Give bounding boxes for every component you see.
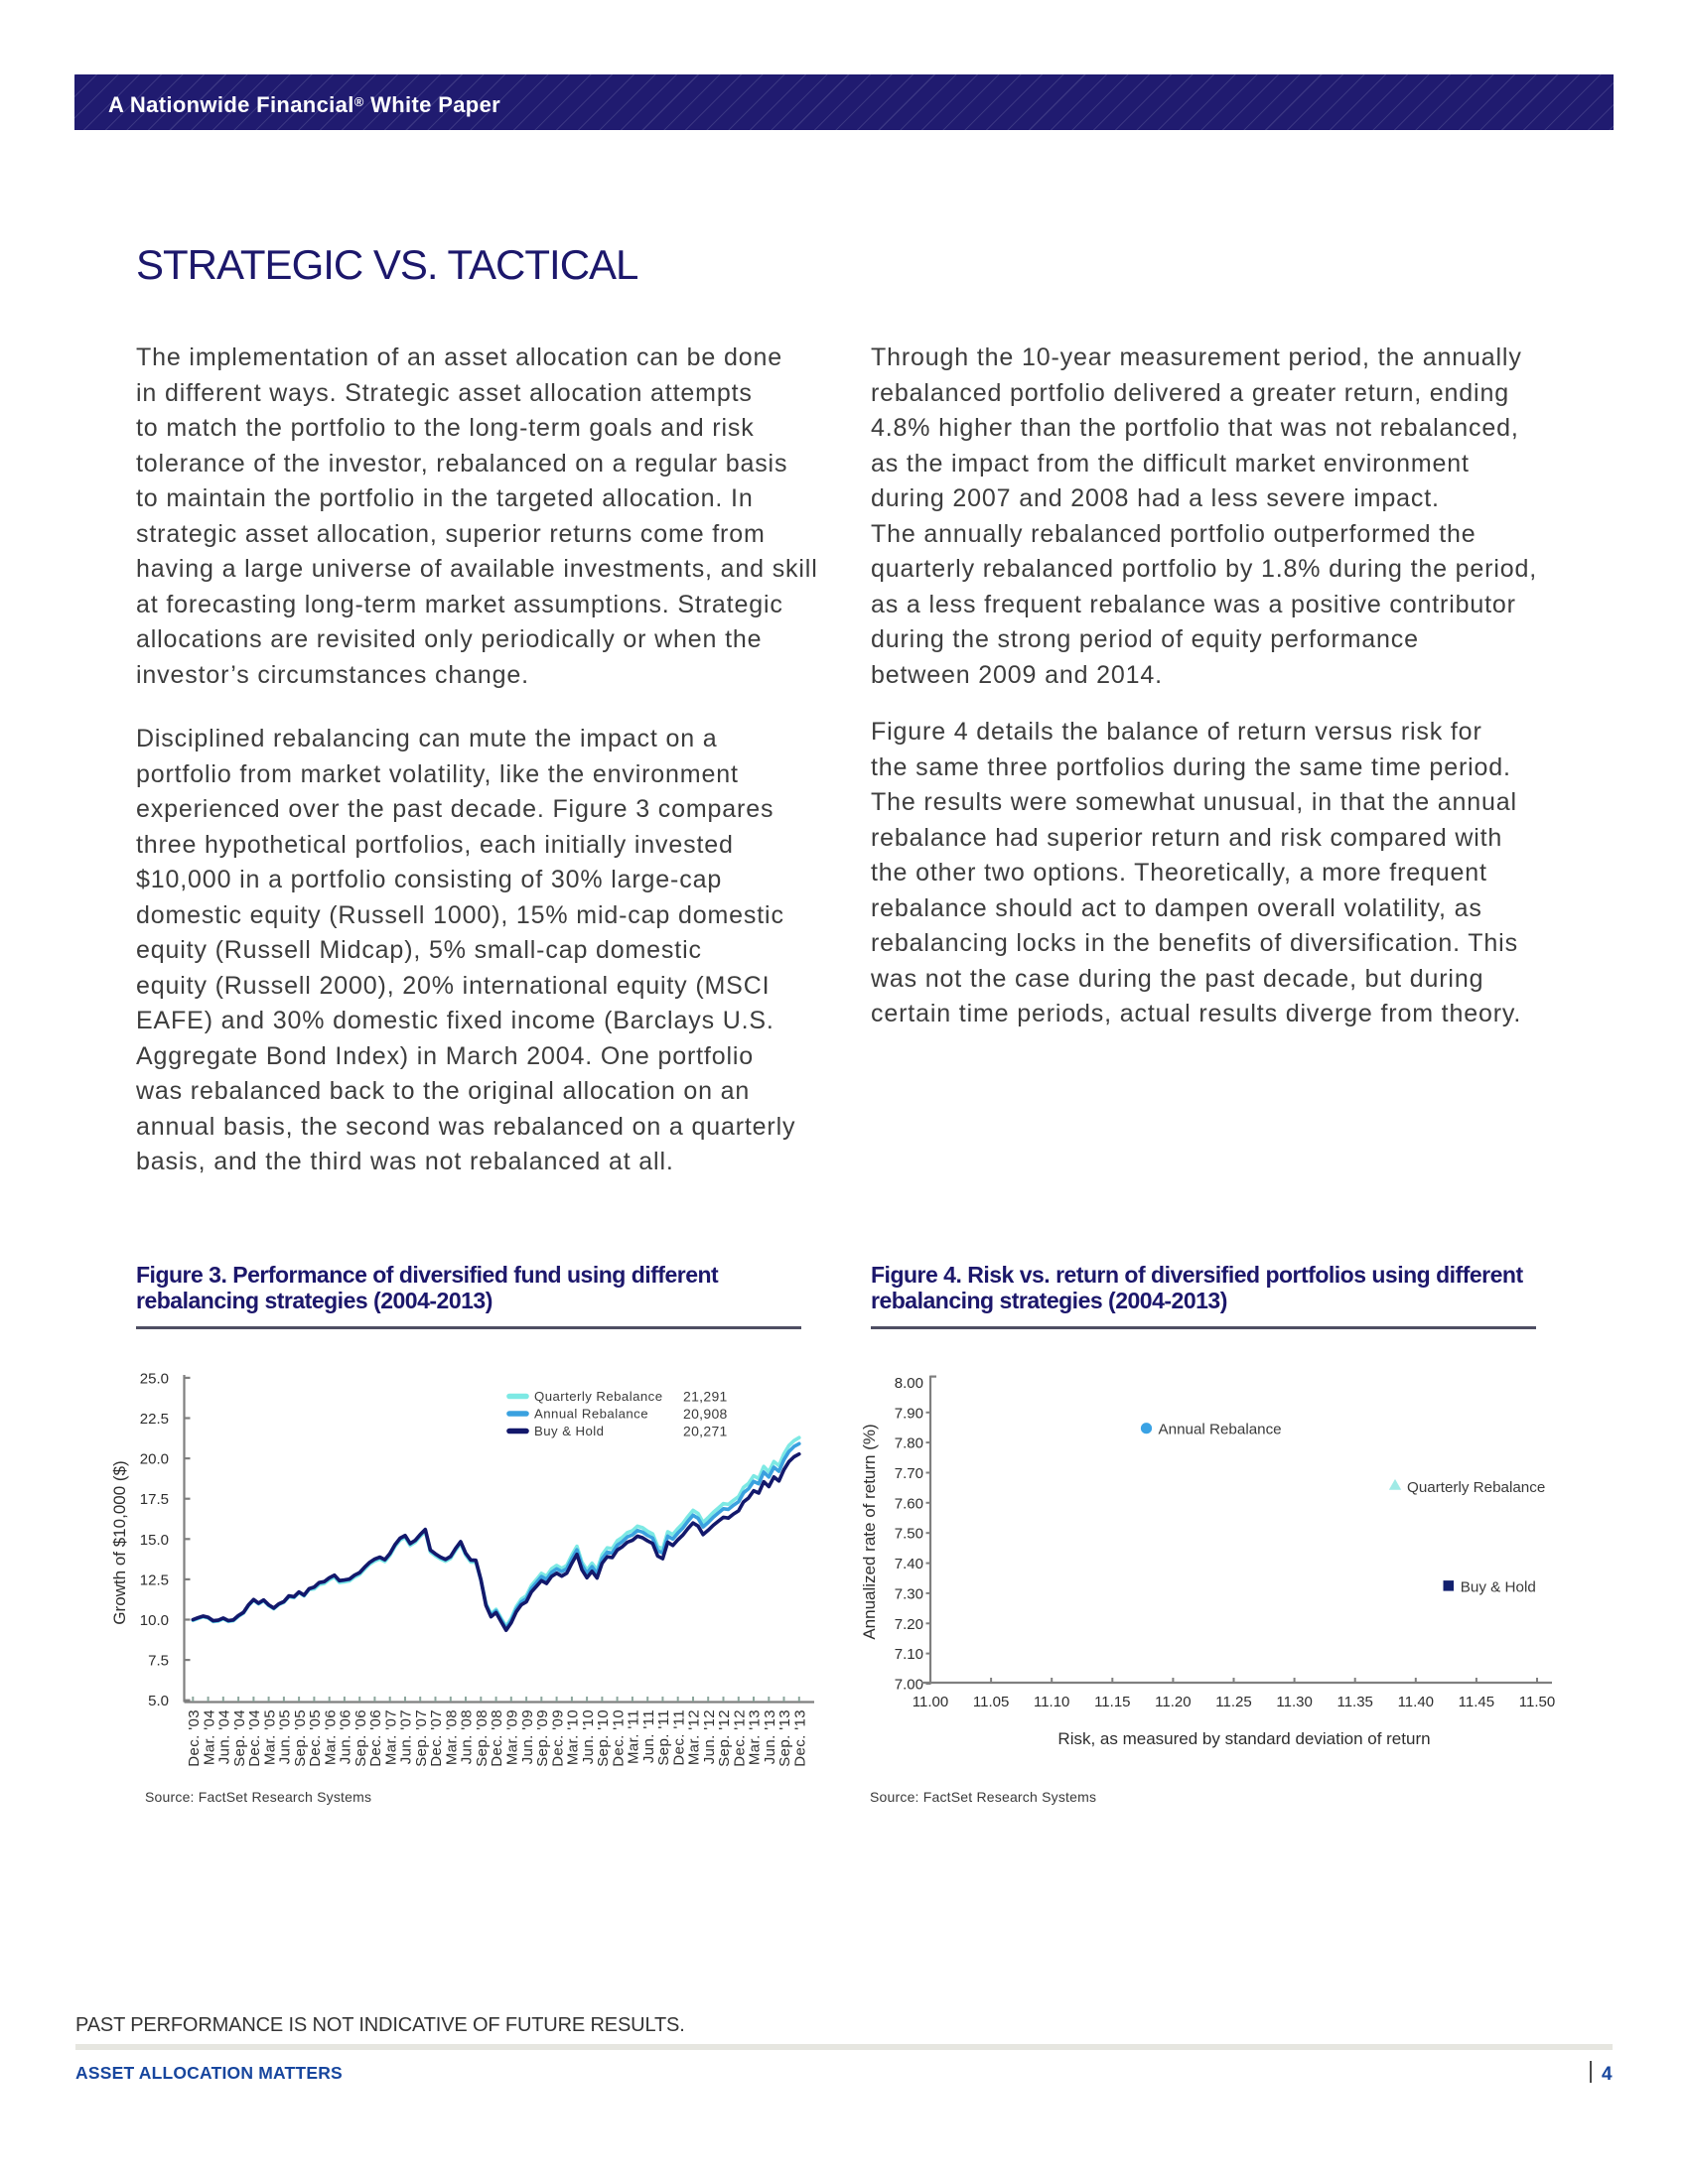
- svg-text:15.0: 15.0: [140, 1532, 169, 1549]
- svg-text:Sep. '05: Sep. '05: [292, 1709, 309, 1767]
- svg-text:22.5: 22.5: [140, 1411, 169, 1428]
- svg-text:Dec. '09: Dec. '09: [549, 1709, 566, 1767]
- svg-text:12.5: 12.5: [140, 1571, 169, 1588]
- svg-text:Buy & Hold: Buy & Hold: [1461, 1578, 1536, 1595]
- svg-text:25.0: 25.0: [140, 1370, 169, 1387]
- svg-text:Mar. '11: Mar. '11: [626, 1709, 642, 1764]
- svg-text:7.10: 7.10: [895, 1646, 923, 1663]
- svg-text:Sep. '08: Sep. '08: [474, 1709, 491, 1767]
- svg-text:Risk, as measured by standard: Risk, as measured by standard deviation …: [1057, 1729, 1430, 1748]
- svg-text:7.80: 7.80: [895, 1435, 923, 1452]
- svg-text:Sep. '09: Sep. '09: [534, 1709, 551, 1767]
- svg-text:7.40: 7.40: [895, 1556, 923, 1572]
- svg-text:Annual Rebalance: Annual Rebalance: [534, 1407, 648, 1422]
- svg-text:11.35: 11.35: [1336, 1694, 1372, 1710]
- svg-text:Jun. '11: Jun. '11: [640, 1709, 657, 1763]
- svg-text:11.30: 11.30: [1276, 1694, 1312, 1710]
- svg-text:Dec. '10: Dec. '10: [610, 1709, 627, 1767]
- svg-text:20,908: 20,908: [683, 1406, 728, 1422]
- svg-text:Buy & Hold: Buy & Hold: [534, 1424, 604, 1438]
- svg-text:Dec. '04: Dec. '04: [246, 1709, 263, 1767]
- svg-text:20.0: 20.0: [140, 1451, 169, 1468]
- svg-text:7.30: 7.30: [895, 1585, 923, 1602]
- svg-text:Sep. '11: Sep. '11: [655, 1709, 672, 1766]
- svg-text:Mar. '06: Mar. '06: [322, 1709, 339, 1765]
- svg-text:11.15: 11.15: [1094, 1694, 1130, 1710]
- svg-text:7.00: 7.00: [895, 1677, 923, 1694]
- svg-text:Mar. '07: Mar. '07: [382, 1709, 399, 1765]
- svg-text:7.90: 7.90: [895, 1405, 923, 1422]
- svg-text:11.45: 11.45: [1459, 1694, 1494, 1710]
- svg-text:7.70: 7.70: [895, 1465, 923, 1482]
- svg-text:Sep. '12: Sep. '12: [716, 1709, 733, 1767]
- svg-text:11.40: 11.40: [1398, 1694, 1434, 1710]
- svg-text:5.0: 5.0: [148, 1693, 169, 1709]
- svg-text:8.00: 8.00: [895, 1375, 923, 1392]
- svg-text:11.25: 11.25: [1215, 1694, 1251, 1710]
- svg-text:Jun. '05: Jun. '05: [277, 1709, 294, 1764]
- svg-text:Mar. '08: Mar. '08: [444, 1709, 461, 1765]
- svg-text:Sep. '04: Sep. '04: [231, 1709, 248, 1767]
- svg-text:7.60: 7.60: [895, 1495, 923, 1512]
- svg-text:Mar. '12: Mar. '12: [686, 1709, 703, 1765]
- svg-text:11.00: 11.00: [913, 1694, 948, 1710]
- svg-text:Sep. '06: Sep. '06: [352, 1709, 369, 1767]
- svg-text:Dec. '08: Dec. '08: [489, 1709, 505, 1767]
- svg-text:Annualized rate of return (%): Annualized rate of return (%): [860, 1424, 879, 1639]
- svg-text:Jun. '12: Jun. '12: [701, 1709, 718, 1764]
- svg-text:Mar. '09: Mar. '09: [504, 1709, 521, 1765]
- svg-text:17.5: 17.5: [140, 1491, 169, 1508]
- svg-text:Mar. '05: Mar. '05: [261, 1709, 278, 1765]
- svg-text:Dec. '12: Dec. '12: [732, 1709, 749, 1767]
- svg-text:Dec. '07: Dec. '07: [428, 1709, 445, 1767]
- svg-text:Jun. '13: Jun. '13: [762, 1709, 778, 1764]
- svg-text:Dec. '13: Dec. '13: [792, 1709, 809, 1767]
- svg-text:Mar. '13: Mar. '13: [747, 1709, 764, 1765]
- svg-text:11.20: 11.20: [1155, 1694, 1191, 1710]
- svg-text:Sep. '10: Sep. '10: [595, 1709, 612, 1767]
- svg-text:11.50: 11.50: [1519, 1694, 1555, 1710]
- svg-text:21,291: 21,291: [683, 1388, 728, 1404]
- svg-text:Annual Rebalance: Annual Rebalance: [1159, 1422, 1282, 1438]
- svg-text:Jun. '10: Jun. '10: [580, 1709, 597, 1764]
- svg-text:Jun. '09: Jun. '09: [519, 1709, 536, 1764]
- svg-text:7.50: 7.50: [895, 1526, 923, 1543]
- svg-text:Quarterly Rebalance: Quarterly Rebalance: [534, 1389, 663, 1404]
- svg-text:10.0: 10.0: [140, 1612, 169, 1629]
- svg-text:Jun. '06: Jun. '06: [338, 1709, 354, 1764]
- svg-text:Mar. '10: Mar. '10: [565, 1709, 582, 1765]
- svg-text:20,271: 20,271: [683, 1423, 728, 1438]
- svg-text:Dec. '03: Dec. '03: [186, 1709, 203, 1767]
- svg-text:Jun. '04: Jun. '04: [216, 1709, 233, 1764]
- svg-text:Jun. '07: Jun. '07: [398, 1709, 415, 1764]
- svg-text:Growth of $10,000 ($): Growth of $10,000 ($): [110, 1460, 129, 1624]
- svg-text:Mar. '04: Mar. '04: [201, 1709, 217, 1765]
- svg-text:Sep. '13: Sep. '13: [776, 1709, 793, 1767]
- svg-text:11.10: 11.10: [1034, 1694, 1069, 1710]
- svg-text:Dec. '06: Dec. '06: [367, 1709, 384, 1767]
- svg-text:11.05: 11.05: [973, 1694, 1009, 1710]
- svg-text:7.20: 7.20: [895, 1616, 923, 1633]
- svg-text:Sep. '07: Sep. '07: [413, 1709, 430, 1767]
- svg-text:Jun. '08: Jun. '08: [459, 1709, 476, 1764]
- svg-text:Dec. '05: Dec. '05: [307, 1709, 324, 1767]
- svg-text:7.5: 7.5: [148, 1653, 169, 1670]
- svg-text:Dec. '11: Dec. '11: [670, 1709, 687, 1766]
- svg-text:Quarterly Rebalance: Quarterly Rebalance: [1407, 1479, 1545, 1496]
